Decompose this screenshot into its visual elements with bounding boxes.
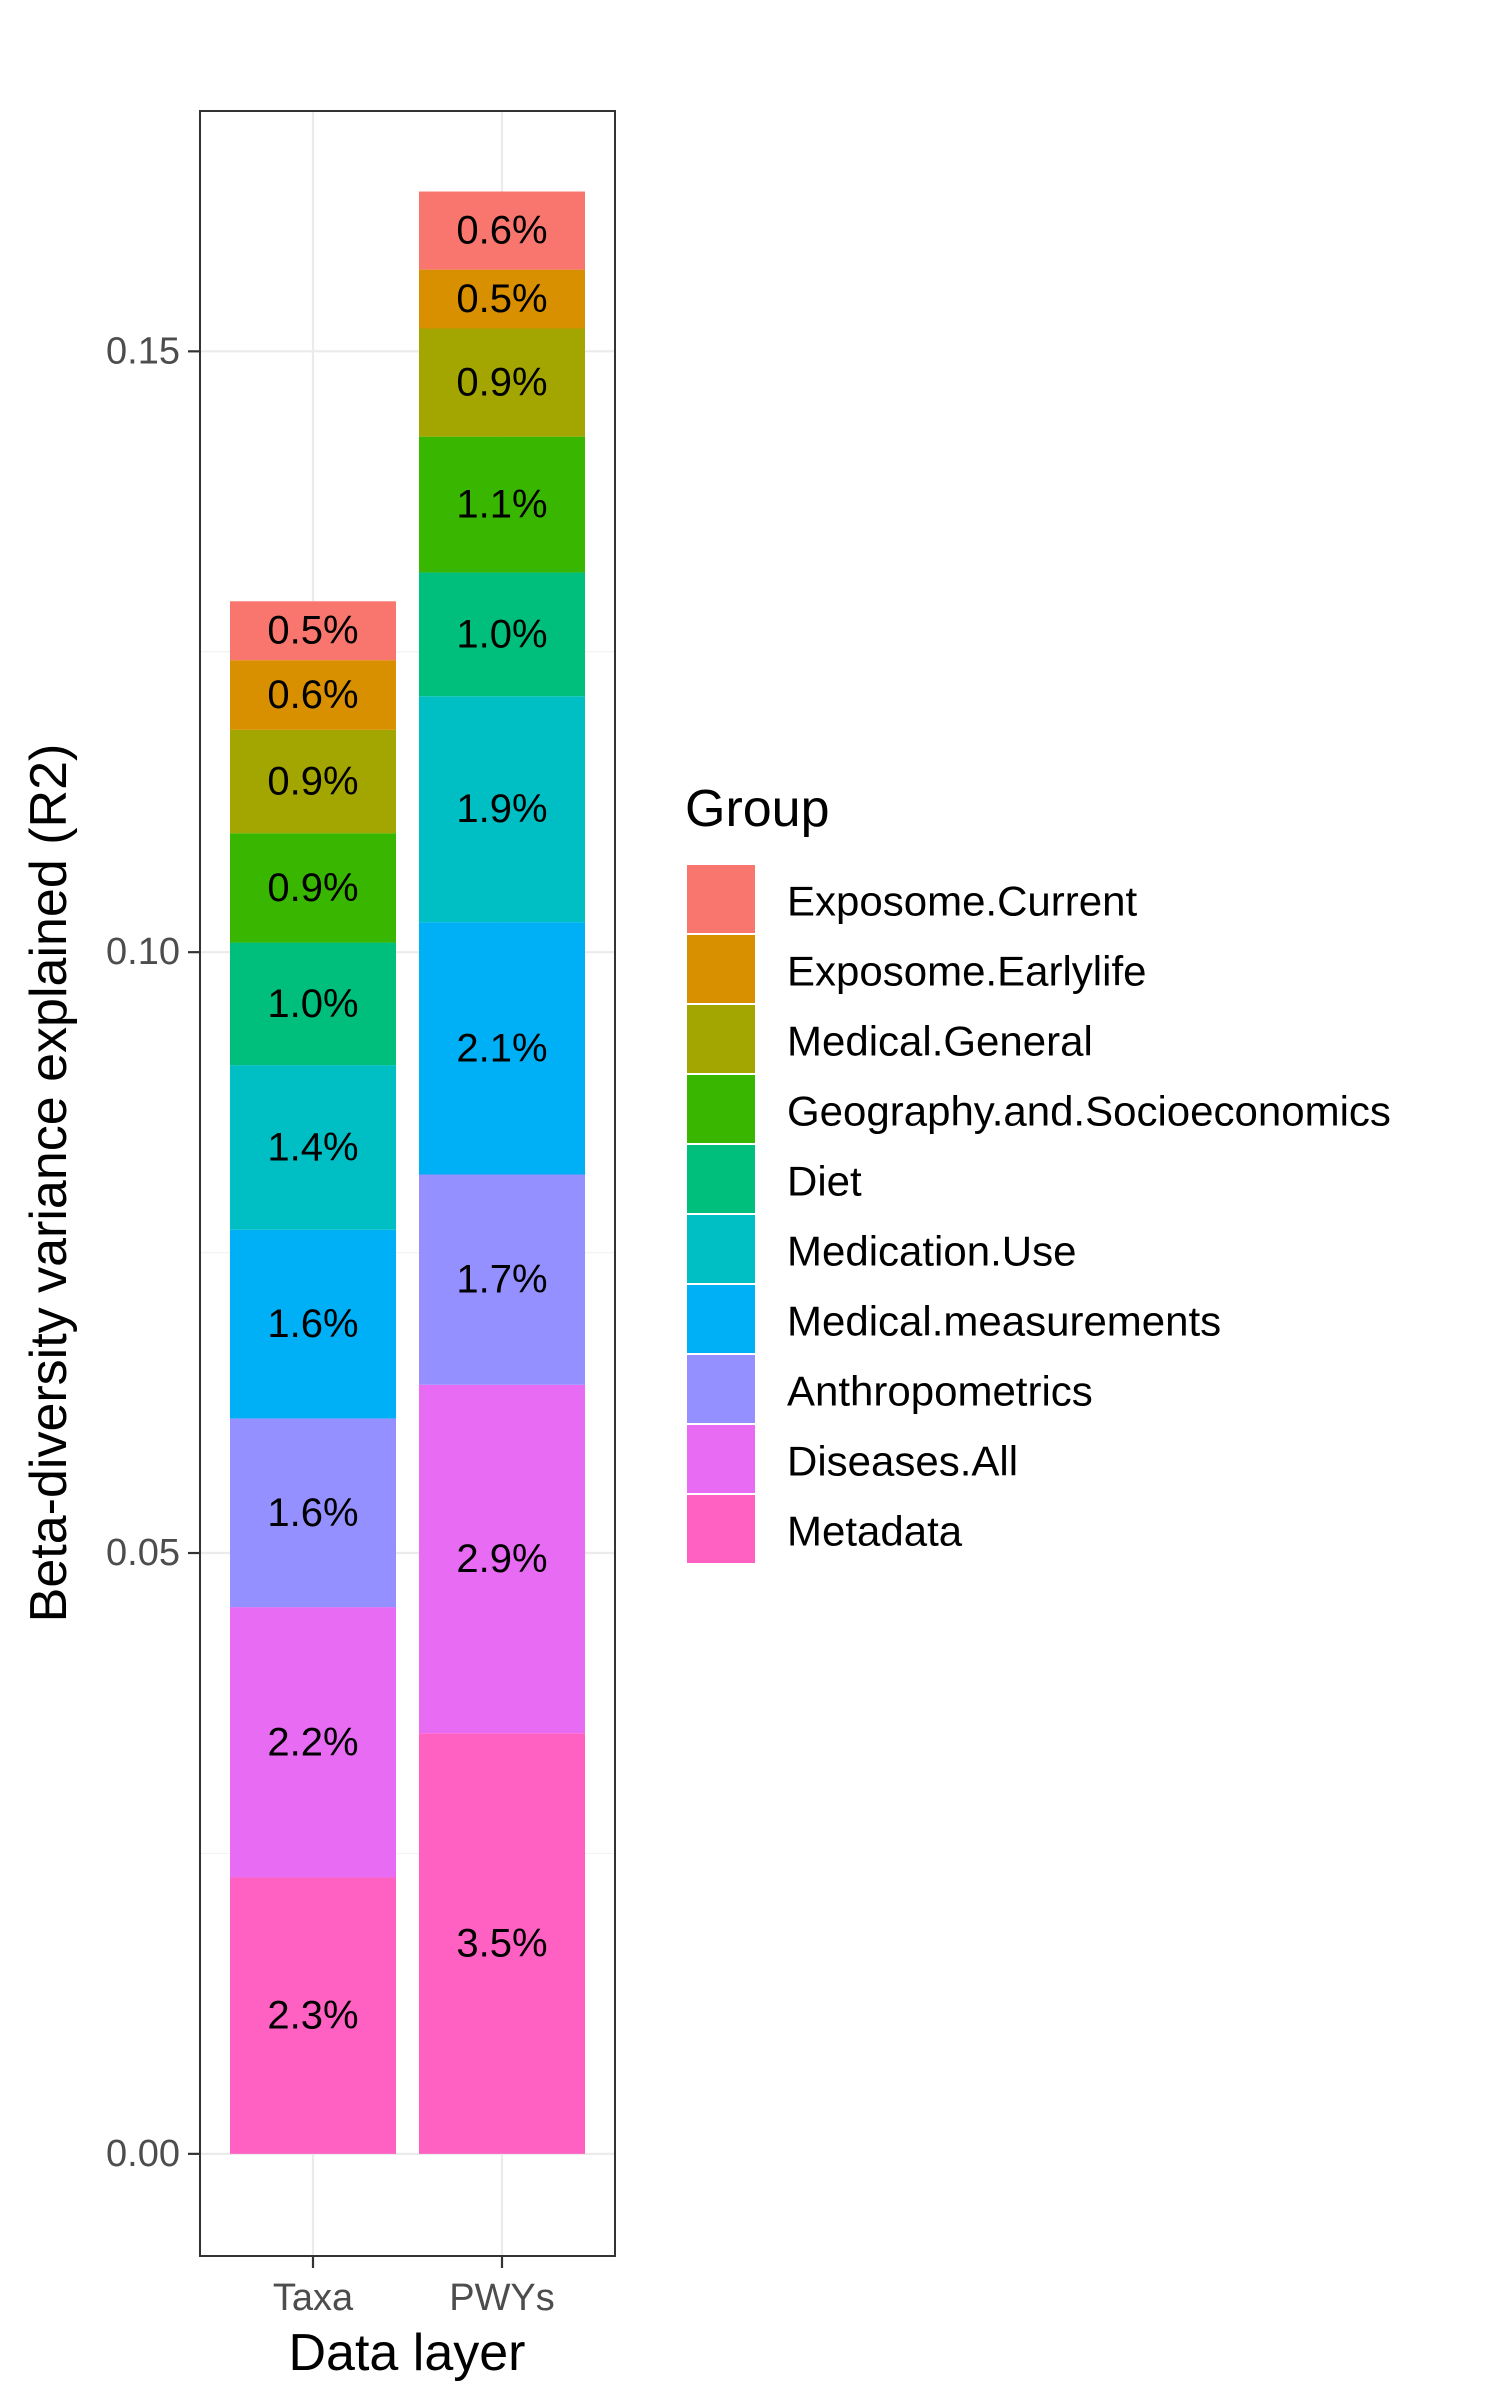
bar-segment (230, 1065, 396, 1230)
data-label: 0.9% (267, 866, 358, 910)
bar-segment (419, 1384, 585, 1734)
data-label: 1.6% (267, 1491, 358, 1535)
legend-key (685, 1283, 757, 1355)
data-label: 2.2% (267, 1720, 358, 1764)
x-tick-label: Taxa (273, 2277, 354, 2319)
data-labels: 2.3% 2.2% 1.6% 1.6% 1.4% 1.0% 0.9% 0.9% 0.6% 0.5%… (267, 209, 547, 2038)
bar-segment (230, 729, 396, 834)
legend-label: Medication.Use (787, 1228, 1076, 1275)
data-label: 0.6% (267, 673, 358, 717)
bar-segment (419, 269, 585, 329)
bar-segment (419, 436, 585, 573)
legend-key (685, 1003, 757, 1075)
data-label: 0.5% (456, 277, 547, 321)
legend-label: Exposome.Earlylife (787, 948, 1146, 995)
bar-segment (419, 328, 585, 437)
data-label: 1.6% (267, 1302, 358, 1346)
data-label: 1.0% (267, 982, 358, 1026)
y-axis: 0.00 0.05 0.10 0.15 (106, 330, 200, 2175)
bar-segment (419, 191, 585, 270)
data-label: 1.7% (456, 1258, 547, 1302)
x-axis: Taxa PWYs (273, 2256, 555, 2319)
data-label: 3.5% (456, 1922, 547, 1966)
legend-label: Geography.and.Socioeconomics (787, 1088, 1391, 1135)
x-tick-label: PWYs (449, 2277, 555, 2319)
bar-segment (230, 942, 396, 1066)
legend-label: Diet (787, 1158, 862, 1205)
bar-segment (230, 601, 396, 661)
data-label: 2.9% (456, 1537, 547, 1581)
y-tick-label: 0.05 (106, 1532, 180, 1574)
y-axis-title: Beta-diversity variance explained (R2) (20, 744, 78, 1623)
data-label: 1.0% (456, 612, 547, 656)
bar-segment (230, 1418, 396, 1608)
legend-key (685, 1493, 757, 1565)
data-label: 2.3% (267, 1994, 358, 2038)
y-tick-label: 0.00 (106, 2133, 180, 2175)
y-tick-label: 0.15 (106, 330, 180, 372)
bar-segment (230, 660, 396, 730)
bar-segment (419, 1174, 585, 1385)
data-label: 1.1% (456, 483, 547, 527)
legend-label: Anthropometrics (787, 1368, 1093, 1415)
legend-key (685, 863, 757, 935)
x-axis-title: Data layer (289, 2324, 526, 2382)
data-label: 2.1% (456, 1026, 547, 1070)
legend-label: Medical.General (787, 1018, 1093, 1065)
bar-segment (419, 922, 585, 1175)
legend-label: Exposome.Current (787, 878, 1137, 925)
data-label: 1.9% (456, 787, 547, 831)
bar-segment (230, 833, 396, 943)
data-label: 0.6% (456, 209, 547, 253)
bar-segment (230, 1877, 396, 2154)
legend-key (685, 933, 757, 1005)
bar-segment (419, 1733, 585, 2154)
data-label: 0.9% (267, 760, 358, 804)
legend-key (685, 1213, 757, 1285)
panel-border (199, 110, 616, 2257)
legend: Group Exposome.Current Exposome.Earlylife… (685, 780, 1391, 1565)
bar-segment (230, 1607, 396, 1878)
y-tick-label: 0.10 (106, 931, 180, 973)
legend-label: Medical.measurements (787, 1298, 1221, 1345)
bars (230, 191, 585, 2154)
data-label: 0.9% (456, 361, 547, 405)
bar-segment (230, 1229, 396, 1419)
legend-key (685, 1353, 757, 1425)
data-label: 1.4% (267, 1125, 358, 1169)
data-label: 0.5% (267, 609, 358, 653)
legend-label: Metadata (787, 1508, 963, 1555)
legend-title: Group (685, 780, 830, 838)
bar-segment (419, 696, 585, 923)
legend-key (685, 1073, 757, 1145)
bar-segment (419, 572, 585, 697)
legend-key (685, 1143, 757, 1215)
legend-label: Diseases.All (787, 1438, 1018, 1485)
legend-key (685, 1423, 757, 1495)
